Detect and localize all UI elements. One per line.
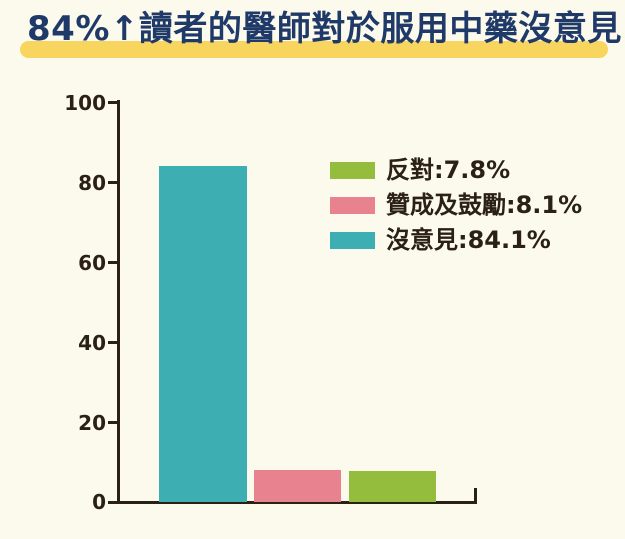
y-tick-100 [108,101,120,104]
page-title: 84%↑讀者的醫師對於服用中藥沒意見 [27,9,622,49]
title-highlight-bar [20,41,608,58]
legend: 反對:7.8% 贊成及鼓勵:8.1% 沒意見:84.1% [330,157,582,262]
legend-item-no-opinion: 沒意見:84.1% [330,227,582,253]
x-axis-line [108,501,477,504]
legend-item-oppose: 反對:7.8% [330,157,582,183]
legend-swatch-teal-icon [330,231,375,249]
y-tick-label-0: 0 [92,490,106,514]
y-tick-label-100: 100 [64,91,106,115]
y-tick-40 [108,341,120,344]
bar-oppose [349,470,436,502]
y-tick-label-80: 80 [78,171,106,195]
bar-no-opinion [159,166,247,502]
plot-area [119,103,477,502]
legend-label-oppose: 反對:7.8% [386,156,511,184]
legend-swatch-pink-icon [330,196,375,214]
legend-swatch-green-icon [330,161,375,179]
legend-item-approve-encourage: 贊成及鼓勵:8.1% [330,192,582,218]
x-axis-end-tick [474,488,477,504]
legend-label-no-opinion: 沒意見:84.1% [386,226,551,254]
bar-approve-encourage [254,469,341,502]
y-tick-label-20: 20 [78,411,106,435]
chart-title-block: 84%↑讀者的醫師對於服用中藥沒意見 [20,6,622,58]
y-tick-label-60: 60 [78,251,106,275]
legend-label-approve-encourage: 贊成及鼓勵:8.1% [386,191,583,219]
y-tick-80 [108,181,120,184]
y-tick-label-40: 40 [78,331,106,355]
y-axis-line [117,100,120,504]
y-tick-20 [108,421,120,424]
y-tick-60 [108,261,120,264]
